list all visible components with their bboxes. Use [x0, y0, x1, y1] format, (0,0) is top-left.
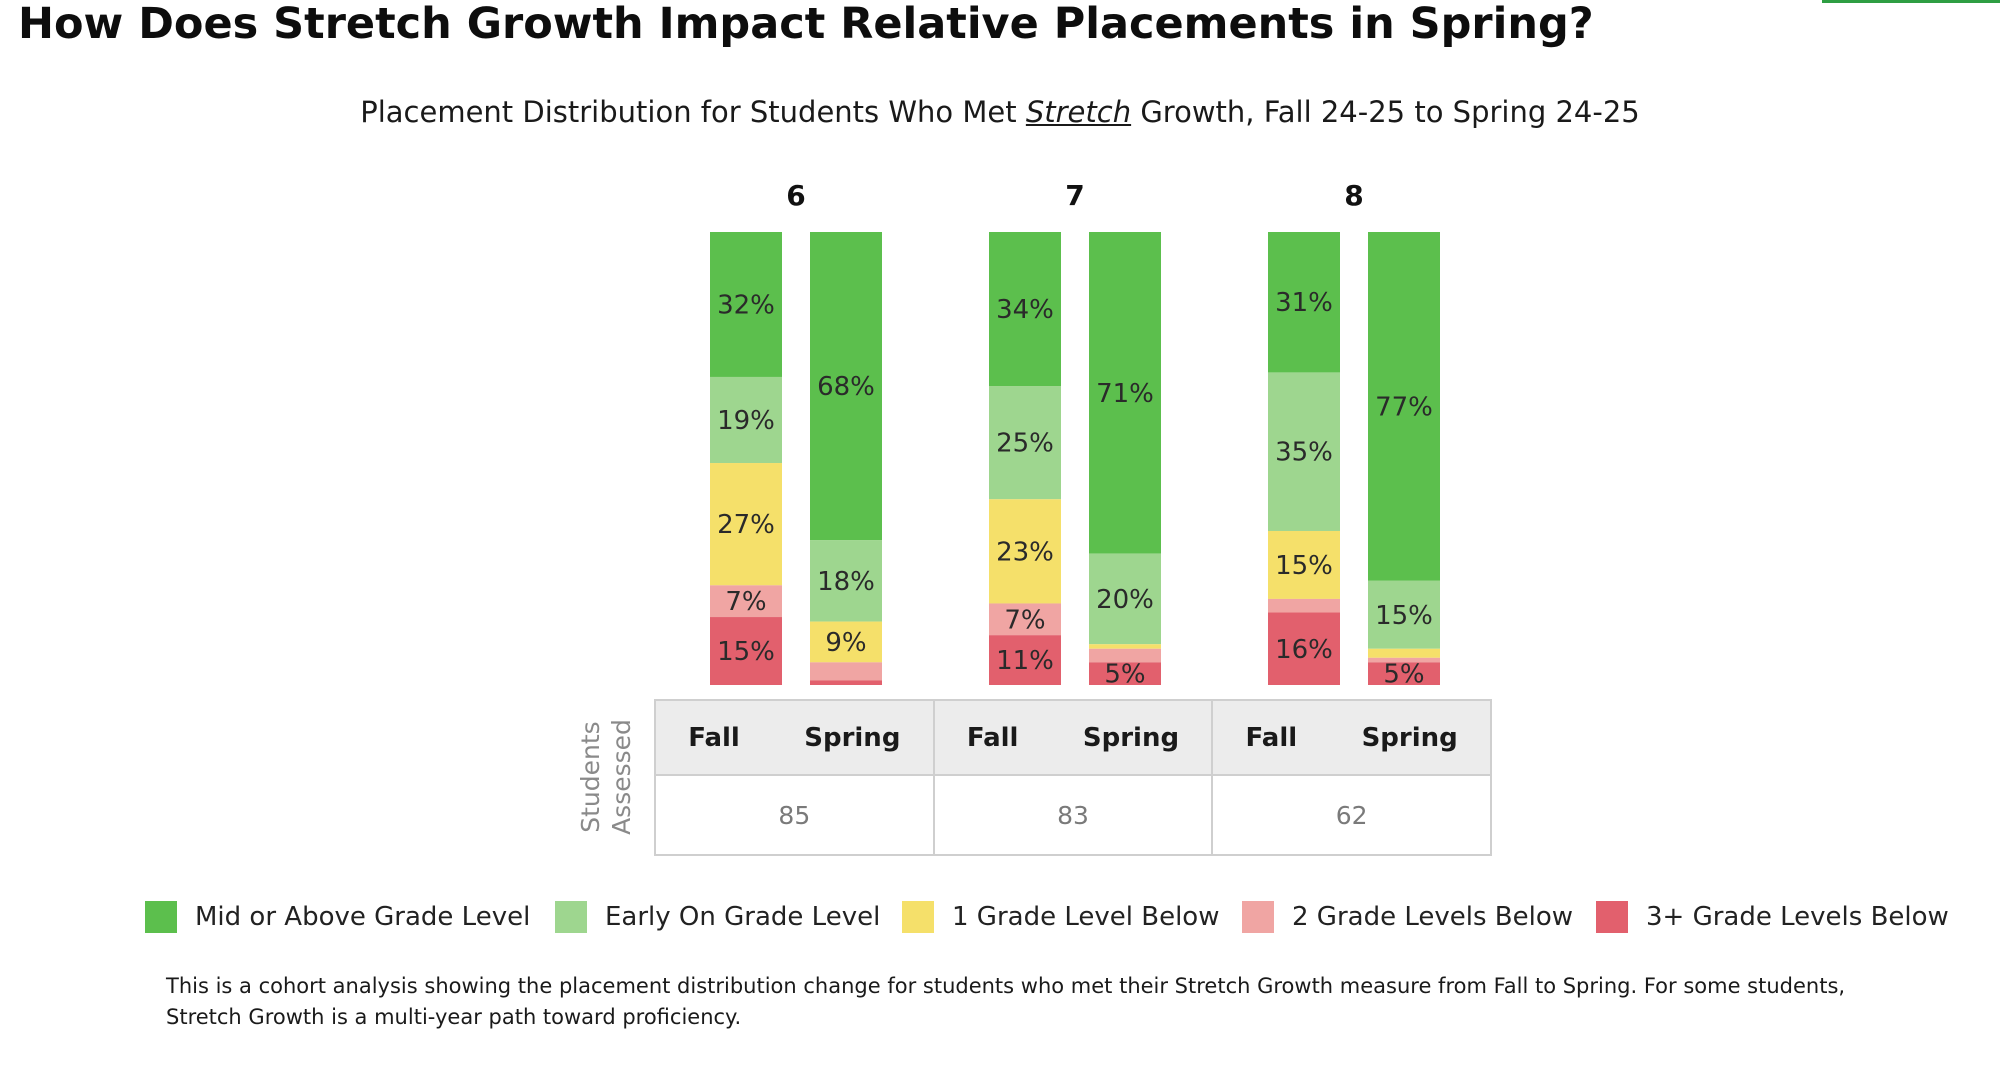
grade-6-label: 6 — [786, 179, 805, 212]
bar-grade-6-fall-mid-or-above — [710, 232, 782, 377]
bar-grade-7-fall-early-on — [989, 386, 1061, 500]
bar-grade-8-fall-three-below — [1268, 612, 1340, 685]
grade-6-spring-header: Spring — [804, 722, 901, 753]
legend-label-early-on: Early On Grade Level — [605, 902, 881, 932]
bar-grade-7-fall-mid-or-above — [989, 232, 1061, 387]
label-grade-8-spring-three-below: 5% — [1383, 660, 1424, 690]
bar-grade-6-fall-two-below — [710, 585, 782, 618]
page-title: How Does Stretch Growth Impact Relative … — [18, 0, 1594, 49]
chart-subtitle-part-2: Growth, Fall 24-25 to Spring 24-25 — [1131, 95, 1640, 129]
label-grade-7-fall-three-below: 11% — [996, 646, 1054, 676]
grade-6-term-header: Fall Spring — [655, 700, 934, 775]
row-label-line-1: Students — [576, 721, 605, 833]
label-grade-7-fall-early-on: 25% — [996, 429, 1054, 459]
label-grade-7-spring-mid-or-above: 71% — [1096, 379, 1154, 409]
bar-grade-8-fall-early-on — [1268, 372, 1340, 531]
students-assessed-row: 85 83 62 — [655, 774, 1491, 855]
chart-legend: Mid or Above Grade Level Early On Grade … — [145, 897, 1949, 937]
grade-7-term-header: Fall Spring — [932, 700, 1213, 775]
label-grade-7-fall-two-below: 7% — [1004, 605, 1045, 635]
label-grade-6-spring-mid-or-above: 68% — [817, 372, 875, 402]
bar-grade-8-spring-mid-or-above — [1368, 232, 1440, 581]
label-grade-6-fall-two-below: 7% — [725, 587, 766, 617]
legend-item-three-below: 3+ Grade Levels Below — [1596, 897, 1949, 937]
bar-grade-7-spring-one-below — [1089, 644, 1161, 649]
legend-item-early-on: Early On Grade Level — [555, 897, 880, 937]
bar-grade-6-fall-three-below — [710, 617, 782, 685]
bar-grade-6-spring-two-below — [810, 662, 882, 681]
grade-7-fall-header: Fall — [966, 722, 1019, 753]
bar-grade-8-spring-two-below — [1368, 657, 1440, 663]
grade-8-label: 8 — [1344, 179, 1363, 212]
label-grade-6-fall-mid-or-above: 32% — [717, 290, 775, 320]
bar-grade-6-spring-one-below — [810, 621, 882, 663]
legend-swatch-early-on — [555, 901, 587, 933]
row-label-line-2: Assessed — [607, 719, 636, 835]
term-header-row: Fall Spring Fall Spring Fall Spring — [655, 700, 1491, 775]
label-grade-7-spring-early-on: 20% — [1096, 585, 1154, 615]
bar-grade-8-spring-one-below — [1368, 648, 1440, 658]
students-assessed-row-label: Students Assessed — [566, 702, 646, 852]
grade-6-students-assessed: 85 — [655, 774, 934, 855]
legend-swatch-one-below — [902, 901, 934, 933]
legend-item-two-below: 2 Grade Levels Below — [1242, 897, 1573, 937]
chart-subtitle-part-1: Placement Distribution for Students Who … — [360, 95, 1026, 129]
label-grade-7-fall-mid-or-above: 34% — [996, 295, 1054, 325]
grade-7-students-assessed: 83 — [932, 774, 1213, 855]
legend-label-three-below: 3+ Grade Levels Below — [1646, 902, 1949, 932]
grade-8-term-header: Fall Spring — [1211, 700, 1491, 775]
label-grade-6-spring-early-on: 18% — [817, 567, 875, 597]
grade-7-spring-header: Spring — [1082, 722, 1180, 753]
legend-label-one-below: 1 Grade Level Below — [952, 902, 1220, 932]
legend-item-mid-or-above: Mid or Above Grade Level — [145, 897, 530, 937]
grade-8-fall-header: Fall — [1245, 722, 1298, 753]
chart-subtitle: Placement Distribution for Students Who … — [0, 92, 2000, 132]
legend-swatch-mid-or-above — [145, 901, 177, 933]
bar-grade-6-spring-mid-or-above — [810, 232, 882, 541]
label-grade-8-fall-one-below: 15% — [1275, 551, 1333, 581]
legend-item-one-below: 1 Grade Level Below — [902, 897, 1219, 937]
grade-8-spring-header: Spring — [1361, 722, 1458, 753]
label-grade-6-fall-one-below: 27% — [717, 510, 775, 540]
legend-label-mid-or-above: Mid or Above Grade Level — [195, 902, 531, 932]
chart-subtitle-emphasis: Stretch — [1025, 95, 1132, 129]
grade-6-fall-header: Fall — [688, 722, 740, 753]
legend-swatch-three-below — [1596, 901, 1628, 933]
label-grade-6-fall-three-below: 15% — [717, 637, 775, 667]
students-assessed-label-text: Students Assessed — [575, 719, 637, 835]
students-assessed-table: Fall Spring Fall Spring Fall Spring 85 8… — [654, 699, 1492, 856]
bar-grade-8-fall-two-below — [1268, 598, 1340, 613]
label-grade-8-spring-mid-or-above: 77% — [1375, 392, 1433, 422]
label-grade-8-fall-early-on: 35% — [1275, 438, 1333, 468]
bar-grade-7-spring-early-on — [1089, 553, 1161, 645]
label-grade-6-spring-one-below: 9% — [825, 628, 866, 658]
bar-grade-8-spring-three-below — [1368, 662, 1440, 685]
legend-label-two-below: 2 Grade Levels Below — [1292, 902, 1574, 932]
top-right-accent-line — [1822, 0, 2000, 3]
bar-grade-7-fall-two-below — [989, 603, 1061, 636]
grade-7-label: 7 — [1065, 179, 1084, 212]
bar-grade-6-fall-early-on — [710, 376, 782, 464]
bar-grade-6-spring-early-on — [810, 540, 882, 622]
footnote: This is a cohort analysis showing the pl… — [166, 974, 1846, 1029]
bar-grade-6-spring-three-below — [810, 680, 882, 685]
bar-grade-7-fall-one-below — [989, 499, 1061, 604]
bar-grade-7-spring-mid-or-above — [1089, 232, 1161, 554]
bar-grade-8-fall-one-below — [1268, 530, 1340, 599]
bar-grade-8-spring-early-on — [1368, 580, 1440, 649]
legend-swatch-two-below — [1242, 901, 1274, 933]
label-grade-8-spring-early-on: 15% — [1375, 601, 1433, 631]
bar-grade-6-fall-one-below — [710, 463, 782, 586]
bar-grade-8-fall-mid-or-above — [1268, 232, 1340, 373]
bar-grade-7-fall-three-below — [989, 635, 1061, 685]
label-grade-7-fall-one-below: 23% — [996, 537, 1054, 567]
label-grade-8-fall-mid-or-above: 31% — [1275, 288, 1333, 318]
label-grade-7-spring-three-below: 5% — [1104, 660, 1145, 690]
grade-8-students-assessed: 62 — [1211, 774, 1491, 855]
bar-grade-7-spring-two-below — [1089, 648, 1161, 663]
label-grade-8-fall-three-below: 16% — [1275, 635, 1333, 665]
stacked-bar-chart: 6 32% 19% 27% 7% 15% 68% 18% 9% 7 34% 25% 23% 7% 11% 71… — [710, 179, 1440, 690]
bar-grade-7-spring-three-below — [1089, 662, 1161, 685]
label-grade-6-fall-early-on: 19% — [717, 406, 775, 436]
